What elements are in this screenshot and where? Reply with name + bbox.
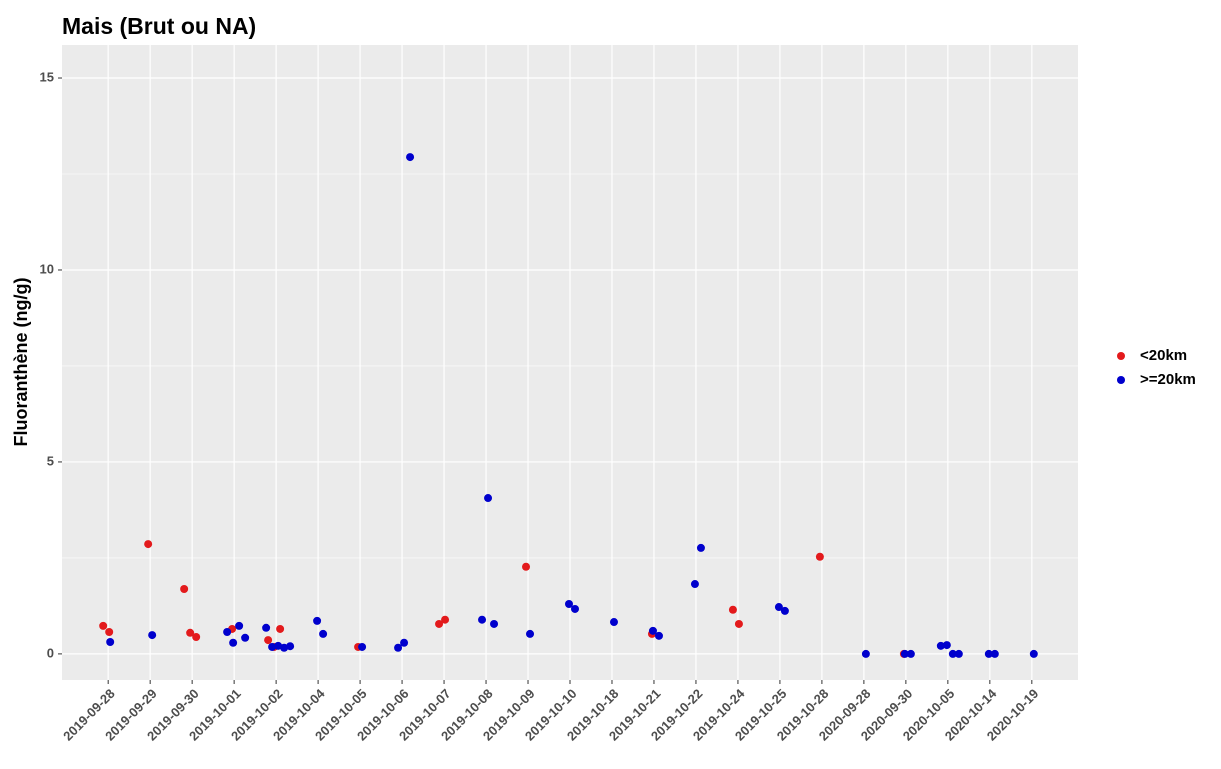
point <box>186 628 195 637</box>
point <box>780 606 789 615</box>
point <box>276 624 285 633</box>
point <box>400 638 409 647</box>
point <box>696 543 705 552</box>
point <box>223 628 232 637</box>
legend-label: >=20km <box>1140 371 1196 388</box>
chart-title: Mais (Brut ou NA) <box>62 13 256 39</box>
point <box>648 626 657 635</box>
point <box>313 616 322 625</box>
point <box>900 649 909 658</box>
point <box>774 603 783 612</box>
point <box>526 629 535 638</box>
point <box>861 649 870 658</box>
point <box>906 649 915 658</box>
y-tick-label: 0 <box>47 645 54 660</box>
point <box>241 633 250 642</box>
point <box>192 633 201 642</box>
point <box>1029 649 1038 658</box>
point <box>441 615 450 624</box>
point <box>235 621 244 630</box>
point <box>264 636 273 645</box>
point <box>394 643 403 652</box>
point <box>565 599 573 608</box>
point <box>954 649 963 658</box>
point <box>990 649 999 658</box>
point <box>105 628 114 637</box>
legend-marker <box>1117 376 1125 384</box>
point <box>936 641 945 650</box>
legend-marker <box>1117 352 1125 360</box>
point <box>942 641 951 650</box>
legend-label: <20km <box>1140 347 1187 364</box>
point <box>268 642 277 651</box>
point <box>815 552 824 561</box>
y-tick-label: 5 <box>47 453 54 468</box>
point <box>99 621 108 630</box>
point <box>180 585 189 594</box>
point <box>406 153 415 162</box>
point <box>229 638 238 647</box>
point <box>262 623 271 632</box>
point <box>609 618 618 627</box>
point <box>490 619 499 628</box>
point <box>654 631 663 640</box>
point <box>478 615 487 624</box>
point <box>274 641 283 650</box>
point <box>280 643 289 652</box>
point <box>358 642 367 651</box>
point <box>106 637 115 646</box>
point <box>435 619 444 628</box>
point <box>319 629 328 638</box>
point <box>522 562 531 571</box>
point <box>571 604 579 613</box>
point <box>144 540 153 549</box>
point <box>728 605 737 614</box>
point <box>286 642 295 651</box>
y-tick-label: 15 <box>40 69 54 84</box>
y-tick-label: 10 <box>40 261 54 276</box>
point <box>984 649 993 658</box>
point <box>734 619 743 628</box>
point <box>148 631 157 640</box>
point <box>484 494 493 503</box>
point <box>948 649 957 658</box>
point <box>690 580 699 589</box>
y-axis-label: Fluoranthène (ng/g) <box>11 278 31 447</box>
